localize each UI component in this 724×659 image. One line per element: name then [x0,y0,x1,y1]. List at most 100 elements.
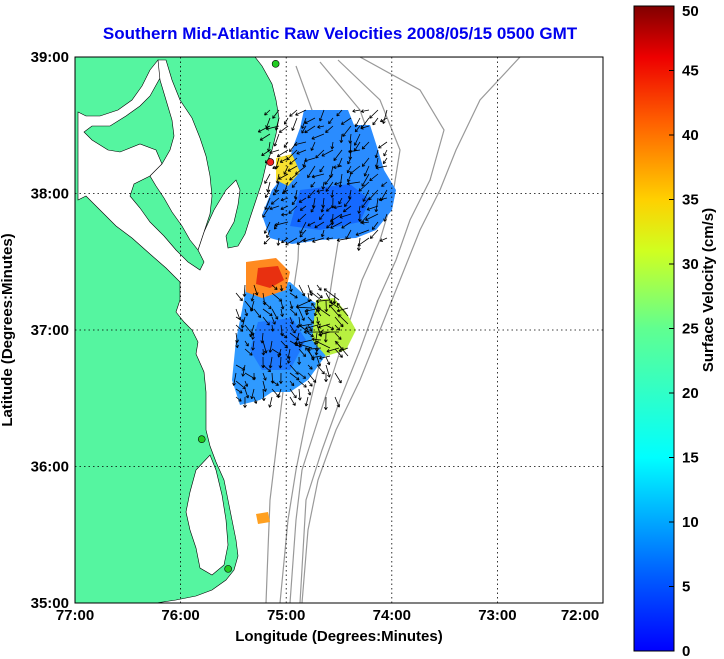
velocity-arrow [334,324,341,331]
velocity-arrow [328,304,340,317]
velocity-arrow [268,356,273,369]
velocity-arrow [243,396,247,408]
velocity-arrow [262,316,270,326]
velocity-arrow [318,323,331,329]
velocity-arrow [330,221,343,229]
velocity-arrow [296,323,313,329]
velocity-arrow [275,173,280,184]
velocity-arrow [344,197,352,207]
velocity-arrow [347,157,352,165]
velocity-arrow [333,165,343,170]
x-tick-label: 77:00 [56,607,94,624]
velocity-arrow [346,173,352,183]
velocity-arrow [371,221,379,230]
velocity-arrow [346,181,361,186]
velocity-arrow [363,165,370,177]
velocity-arrow [253,284,259,296]
velocity-arrow [298,372,307,379]
velocity-arrow [325,205,334,212]
velocity-arrow [316,364,325,375]
colorbar-tick-label: 50 [682,3,699,20]
velocity-arrow [310,141,316,151]
velocity-arrow [320,330,340,334]
colorbar-tick-label: 25 [682,321,699,338]
velocity-arrow [336,237,352,242]
velocity-arrow [271,308,279,320]
velocity-arrow [235,388,243,394]
colorbar-tick-label: 30 [682,256,699,273]
velocity-arrow [356,237,361,251]
velocity-arrow [361,173,370,187]
station-marker [197,435,206,444]
velocity-arrow [334,396,341,408]
velocity-arrow [289,388,297,399]
velocity-arrow [250,292,255,302]
x-tick-label: 74:00 [373,607,411,624]
velocity-arrow [374,197,379,213]
velocity-arrow [321,181,326,190]
velocity-arrow [270,197,280,205]
velocity-arrow [369,109,379,119]
velocity-arrow [271,316,276,325]
velocity-arrow [307,221,316,227]
station-marker [266,158,275,166]
velocity-arrow [336,302,349,317]
velocity-arrow [296,149,307,155]
velocity-arrow [289,300,294,310]
velocity-arrow [249,300,255,312]
velocity-arrow [315,149,325,159]
velocity-arrow [242,284,247,297]
velocity-arrow [324,173,334,185]
velocity-arrow [369,173,379,182]
velocity-arrow [262,340,268,354]
velocity-arrow [261,149,271,157]
x-tick-label: 75:00 [267,607,305,624]
velocity-arrow [361,157,370,167]
pamlico-sound [185,454,229,576]
velocity-arrow [287,165,298,172]
velocity-arrow [326,347,340,353]
velocity-arrow [240,316,246,329]
velocity-arrow [274,181,280,193]
velocity-arrow [262,364,272,373]
velocity-arrow [289,380,295,387]
velocity-arrow [273,133,280,147]
velocity-arrow [312,237,325,243]
y-tick-label: 35:00 [31,595,69,612]
velocity-arrow [244,388,250,399]
velocity-arrow [325,181,334,192]
velocity-arrow [298,380,307,388]
velocity-arrow [295,109,307,116]
velocity-arrow [289,324,296,334]
colorbar-tick-label: 10 [682,514,699,531]
colorbar [633,5,675,652]
velocity-arrow [307,189,316,199]
velocity-arrow [310,205,316,213]
velocity-arrow [289,292,298,299]
velocity-arrow [278,356,283,369]
velocity-arrow [264,197,271,211]
velocity-arrow [382,157,388,165]
velocity-arrow [298,348,307,358]
velocity-arrow [338,347,349,353]
velocity-arrow [309,290,322,301]
x-axis-label: Longitude (Degrees:Minutes) [235,628,443,645]
velocity-arrow [241,364,246,377]
velocity-arrow [291,197,298,206]
velocity-arrow [316,189,325,193]
velocity-arrow [298,284,306,297]
velocity-arrow [314,221,325,229]
velocity-arrow [299,229,307,238]
x-tick-label: 72:00 [561,607,599,624]
y-tick-label: 36:00 [31,459,69,476]
colorbar-tick-label: 15 [682,450,699,467]
velocity-arrow [280,197,289,202]
velocity-arrow [252,372,256,381]
velocity-arrow [277,388,282,399]
velocity-arrow [357,237,370,247]
velocity-arrow [273,221,280,230]
velocity-arrow [319,165,325,173]
colorbar-tick-label: 35 [682,192,699,209]
velocity-arrow [307,364,313,370]
velocity-arrow [298,197,307,203]
